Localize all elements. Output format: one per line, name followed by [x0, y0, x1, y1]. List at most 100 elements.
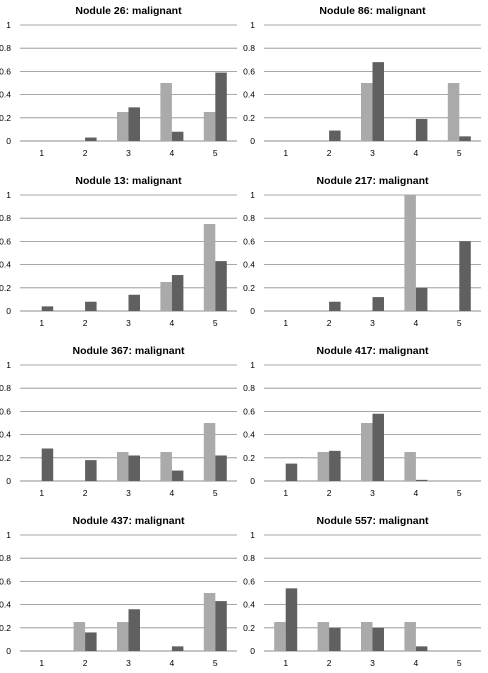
y-tick-label: 0.8: [243, 383, 255, 393]
y-tick-label: 0.6: [243, 406, 255, 416]
y-tick-label: 0: [250, 646, 255, 656]
y-tick-label: 1: [6, 360, 11, 370]
y-tick-label: 0: [250, 306, 255, 316]
y-tick-label: 0: [6, 136, 11, 146]
x-tick-label: 1: [283, 658, 288, 668]
bar: [85, 301, 97, 311]
bar: [171, 131, 184, 141]
chart-svg: Nodule 13: malignant 0 0.2 0.4 0.6 0.8 1 1 2 3 4 5: [0, 175, 237, 328]
y-tick-label: 0.4: [243, 260, 255, 270]
chart-panel: Nodule 217: malignant 0 0.2 0.4 0.6 0.8 1 1 2 3 4 5: [243, 170, 488, 333]
x-tick-label: 3: [370, 658, 375, 668]
y-tick-label: 0.2: [243, 623, 255, 633]
x-tick-label: 2: [327, 148, 332, 158]
bar: [415, 479, 428, 481]
x-tick-label: 5: [213, 318, 218, 328]
y-tick-label: 0.2: [243, 453, 255, 463]
x-tick-label: 1: [283, 318, 288, 328]
y-tick-label: 0.6: [0, 66, 11, 76]
y-tick-label: 0.2: [243, 113, 255, 123]
x-tick-label: 3: [126, 318, 131, 328]
bar: [171, 646, 184, 651]
chart-panel: Nodule 557: malignant 0 0.2 0.4 0.6 0.8 1 1 2 3 4 5: [243, 510, 488, 673]
y-tick-label: 0.4: [0, 600, 11, 610]
x-tick-label: 5: [457, 318, 462, 328]
bar: [329, 627, 341, 651]
chart-svg: Nodule 217: malignant 0 0.2 0.4 0.6 0.8 1 1 2 3 4 5: [243, 175, 481, 328]
x-tick-label: 3: [370, 488, 375, 498]
y-tick-label: 1: [6, 190, 11, 200]
y-tick-label: 0.8: [243, 553, 255, 563]
x-tick-label: 4: [170, 148, 175, 158]
chart-svg: Nodule 367: malignant 0 0.2 0.4 0.6 0.8 1 1 2 3 4 5: [0, 345, 237, 498]
x-tick-label: 2: [83, 488, 88, 498]
x-tick-label: 4: [170, 658, 175, 668]
chart-panel: Nodule 26: malignant 0 0.2 0.4 0.6 0.8 1 1 2 3 4 5: [0, 0, 244, 163]
bar: [404, 195, 416, 311]
bar: [128, 455, 140, 481]
x-tick-label: 4: [414, 658, 419, 668]
y-tick-label: 0.4: [0, 430, 11, 440]
bar: [372, 297, 384, 311]
bar: [73, 622, 86, 651]
y-tick-label: 1: [6, 530, 11, 540]
chart-title: Nodule 13: malignant: [75, 175, 182, 187]
y-tick-label: 0.2: [243, 283, 255, 293]
y-tick-label: 0.6: [0, 236, 11, 246]
y-tick-label: 0.2: [0, 453, 11, 463]
y-tick-label: 0.8: [0, 43, 11, 53]
chart-title: Nodule 437: malignant: [72, 515, 185, 527]
bar: [361, 622, 373, 651]
y-tick-label: 0.6: [243, 236, 255, 246]
x-tick-label: 3: [126, 488, 131, 498]
chart-title: Nodule 217: malignant: [316, 175, 429, 187]
bar: [41, 306, 54, 311]
x-tick-label: 4: [414, 148, 419, 158]
bar: [117, 622, 129, 651]
x-tick-label: 2: [83, 658, 88, 668]
bar: [415, 646, 428, 651]
bar: [85, 460, 97, 481]
bar: [329, 130, 341, 141]
bar: [203, 593, 216, 651]
x-tick-label: 1: [283, 148, 288, 158]
x-tick-label: 5: [457, 658, 462, 668]
bar: [171, 470, 184, 481]
y-tick-label: 0: [6, 646, 11, 656]
x-tick-label: 5: [213, 488, 218, 498]
y-tick-label: 0.8: [0, 213, 11, 223]
bar: [361, 83, 373, 141]
bar: [215, 455, 227, 481]
bar: [404, 452, 416, 481]
x-tick-label: 2: [327, 488, 332, 498]
y-tick-label: 0.6: [0, 576, 11, 586]
bar: [117, 452, 129, 481]
bar: [274, 622, 286, 651]
y-tick-label: 0: [6, 476, 11, 486]
x-tick-label: 3: [126, 148, 131, 158]
bar: [285, 588, 298, 651]
bar: [85, 137, 97, 141]
x-tick-label: 1: [39, 148, 44, 158]
y-tick-label: 1: [6, 20, 11, 30]
chart-svg: Nodule 86: malignant 0 0.2 0.4 0.6 0.8 1 1 2 3 4 5: [243, 5, 481, 158]
x-tick-label: 4: [414, 488, 419, 498]
chart-panel: Nodule 437: malignant 0 0.2 0.4 0.6 0.8 1 1 2 3 4 5: [0, 510, 244, 673]
chart-title: Nodule 367: malignant: [72, 345, 185, 357]
x-tick-label: 5: [213, 658, 218, 668]
bar: [329, 301, 341, 311]
bar: [160, 452, 172, 481]
bar: [171, 275, 184, 311]
y-tick-label: 0.4: [0, 90, 11, 100]
chart-title: Nodule 26: malignant: [75, 5, 182, 17]
y-tick-label: 1: [250, 190, 255, 200]
y-tick-label: 0.4: [243, 600, 255, 610]
x-tick-label: 4: [170, 318, 175, 328]
x-tick-label: 1: [283, 488, 288, 498]
y-tick-label: 0.2: [0, 623, 11, 633]
x-tick-label: 1: [39, 488, 44, 498]
chart-panel: Nodule 86: malignant 0 0.2 0.4 0.6 0.8 1 1 2 3 4 5: [243, 0, 488, 163]
chart-svg: Nodule 26: malignant 0 0.2 0.4 0.6 0.8 1 1 2 3 4 5: [0, 5, 237, 158]
chart-svg: Nodule 417: malignant 0 0.2 0.4 0.6 0.8 1 1 2 3 4 5: [243, 345, 481, 498]
bar: [285, 463, 298, 481]
